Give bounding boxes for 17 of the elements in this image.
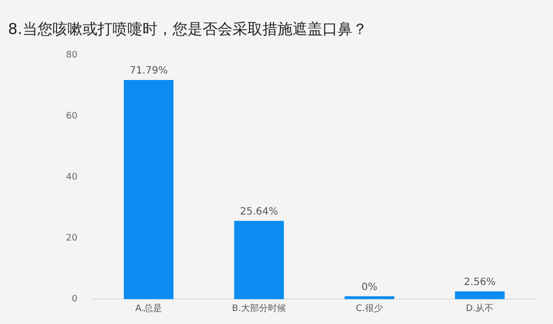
data-label: 0% bbox=[361, 282, 378, 293]
data-label: 2.56% bbox=[464, 276, 496, 288]
bar bbox=[454, 291, 505, 300]
x-tick-label: C.很少 bbox=[356, 302, 383, 314]
data-label: 71.79% bbox=[130, 66, 168, 77]
bar bbox=[234, 220, 284, 300]
y-tick-label: 80 bbox=[66, 50, 78, 60]
bar bbox=[124, 80, 174, 300]
x-tick-label: B.大部分时候 bbox=[232, 302, 286, 314]
x-tick-label: D.从不 bbox=[466, 302, 494, 314]
y-tick-label: 0 bbox=[72, 294, 78, 305]
y-tick-label: 40 bbox=[66, 172, 78, 182]
chart-title: 8.当您咳嗽或打喷嚏时，您是否会采取措施遮盖口鼻？ bbox=[8, 20, 368, 39]
data-label: 25.64% bbox=[240, 206, 278, 218]
y-tick-label: 60 bbox=[66, 111, 78, 122]
x-tick-label: A.总是 bbox=[135, 302, 162, 314]
y-tick-label: 20 bbox=[66, 233, 78, 244]
